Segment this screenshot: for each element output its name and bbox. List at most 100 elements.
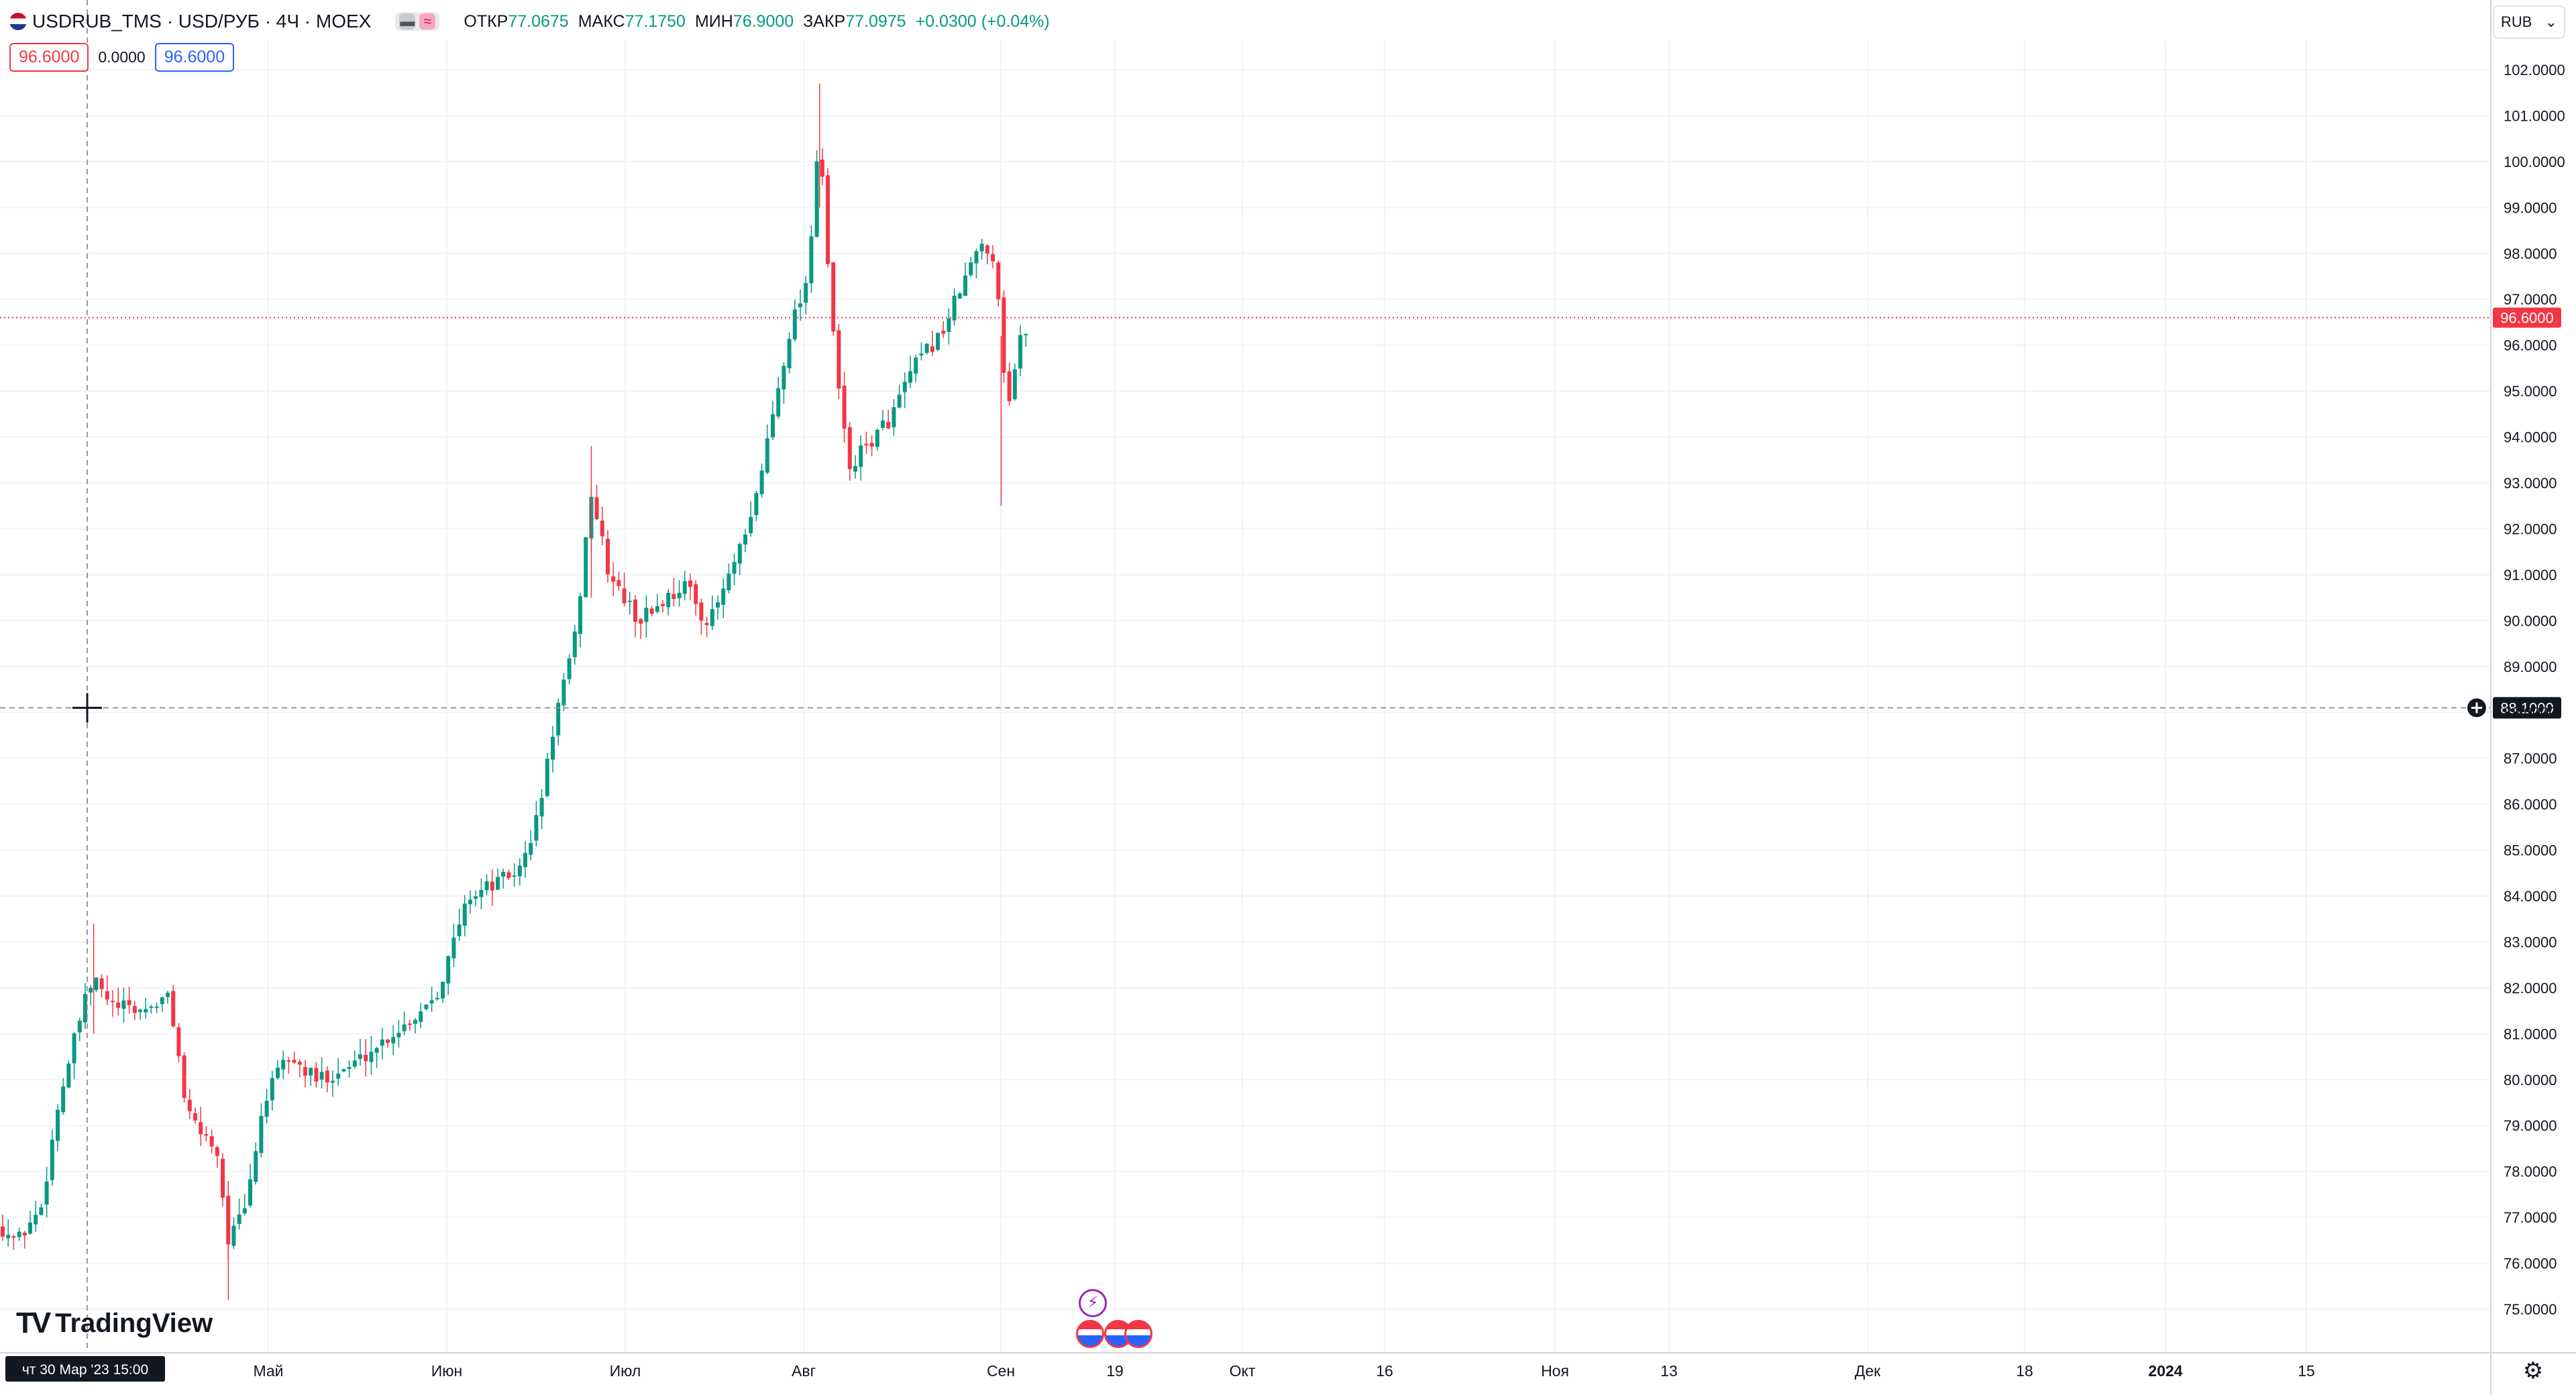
candle-body bbox=[1024, 333, 1028, 335]
price-tick-label: 80.0000 bbox=[2504, 1072, 2557, 1089]
candle-body bbox=[111, 1001, 115, 1003]
candle-body bbox=[144, 1009, 148, 1013]
candle-body bbox=[864, 443, 869, 446]
time-tick-label: 13 bbox=[1660, 1362, 1678, 1380]
eye-icon[interactable]: ▬ bbox=[399, 13, 416, 30]
candle-body bbox=[512, 875, 517, 877]
candle-body bbox=[523, 852, 527, 867]
candle-body bbox=[1002, 297, 1006, 373]
price-tick-label: 75.0000 bbox=[2504, 1301, 2557, 1318]
price-tick-label: 97.0000 bbox=[2504, 291, 2557, 308]
candle-body bbox=[897, 394, 902, 408]
candle-body bbox=[193, 1113, 197, 1121]
candle-body bbox=[578, 596, 582, 634]
candle-body bbox=[419, 1011, 423, 1022]
candle-body bbox=[22, 1232, 27, 1236]
candle-body bbox=[842, 386, 847, 429]
candle-body bbox=[792, 309, 797, 340]
us-event-icon[interactable] bbox=[1124, 1320, 1152, 1348]
candle-body bbox=[204, 1134, 209, 1136]
symbol-title[interactable]: USDRUB_TMS · USD/РУБ · 4Ч · MOEX bbox=[32, 11, 372, 32]
candle-body bbox=[182, 1055, 186, 1099]
symbol-legend: USDRUB_TMS · USD/РУБ · 4Ч · MOEX ▬ ≈ ОТК… bbox=[9, 7, 1059, 36]
candle-body bbox=[325, 1070, 329, 1083]
candle-body bbox=[166, 993, 170, 997]
candle-body bbox=[732, 561, 737, 574]
candle-body bbox=[798, 303, 802, 308]
candle-body bbox=[451, 938, 456, 958]
candle-body bbox=[292, 1060, 297, 1063]
price-tick-label: 90.0000 bbox=[2504, 612, 2557, 629]
candle-body bbox=[776, 388, 781, 416]
candle-body bbox=[699, 602, 704, 621]
candle-body bbox=[254, 1151, 258, 1182]
price-tick-label: 78.0000 bbox=[2504, 1164, 2557, 1180]
candle-body bbox=[1, 1226, 5, 1237]
candle-body bbox=[369, 1052, 374, 1062]
time-tick-label: 2024 bbox=[2148, 1362, 2182, 1380]
candle-body bbox=[985, 245, 989, 254]
candle-body bbox=[303, 1067, 307, 1076]
candle-body bbox=[677, 592, 682, 599]
candle-body bbox=[50, 1139, 54, 1180]
us-ru-flag-icon bbox=[9, 13, 27, 30]
ohlc-value: 77.0675 bbox=[508, 11, 569, 31]
candle-body bbox=[187, 1099, 192, 1111]
indicator-toggle[interactable]: ▬ ≈ bbox=[395, 12, 440, 31]
time-tick-label: Сен bbox=[987, 1362, 1015, 1380]
candle-body bbox=[908, 371, 912, 383]
trade-boxes: 96.6000 0.0000 96.6000 bbox=[9, 43, 235, 72]
candle-body bbox=[77, 1020, 82, 1033]
candle-body bbox=[831, 262, 836, 332]
currency-selector[interactable]: RUB ⌄ bbox=[2493, 5, 2565, 39]
currency-label: RUB bbox=[2501, 13, 2532, 30]
candle-body bbox=[737, 544, 742, 564]
candle-body bbox=[919, 353, 924, 355]
price-tick-label: 89.0000 bbox=[2504, 659, 2557, 675]
candle-body bbox=[105, 991, 109, 1000]
candle-body bbox=[171, 991, 176, 1027]
candle-body bbox=[116, 1002, 121, 1008]
candle-body bbox=[754, 493, 759, 515]
candle-body bbox=[952, 296, 957, 321]
candle-body bbox=[248, 1179, 252, 1206]
price-tick-label: 87.0000 bbox=[2504, 750, 2557, 767]
candle-body bbox=[936, 333, 940, 350]
candle-body bbox=[347, 1066, 352, 1069]
candle-body bbox=[875, 429, 879, 447]
candle-body bbox=[534, 815, 539, 841]
earnings-event-icon[interactable]: ⚡ bbox=[1079, 1289, 1107, 1317]
time-tick-label: Июн bbox=[431, 1362, 462, 1380]
candle-body bbox=[407, 1023, 412, 1025]
candle-body bbox=[787, 339, 792, 369]
candle-body bbox=[242, 1208, 247, 1214]
sell-button[interactable]: 96.6000 bbox=[9, 43, 89, 72]
candle-body bbox=[259, 1115, 264, 1154]
candle-body bbox=[319, 1072, 324, 1080]
candle-body bbox=[930, 346, 934, 352]
candle-body bbox=[666, 592, 671, 608]
crosshair-time-badge bbox=[5, 1356, 165, 1382]
candle-body bbox=[556, 702, 561, 736]
us-event-icon[interactable] bbox=[1076, 1320, 1104, 1348]
buy-button[interactable]: 96.6000 bbox=[154, 43, 235, 72]
wave-icon[interactable]: ≈ bbox=[419, 13, 436, 30]
candle-body bbox=[704, 622, 709, 625]
price-tick-label: 85.0000 bbox=[2504, 842, 2557, 859]
candle-body bbox=[649, 608, 654, 614]
candle-body bbox=[837, 330, 841, 389]
candle-body bbox=[881, 421, 885, 428]
candle-body bbox=[94, 977, 99, 991]
candle-body bbox=[969, 262, 973, 276]
candle-body bbox=[138, 1009, 142, 1013]
candle-body bbox=[765, 438, 769, 473]
candle-body bbox=[474, 896, 478, 899]
tradingview-logo[interactable]: TV TradingView bbox=[16, 1306, 213, 1340]
price-tick-label: 101.0000 bbox=[2504, 107, 2565, 124]
candle-body bbox=[391, 1037, 396, 1044]
candle-body bbox=[826, 175, 830, 264]
candle-body bbox=[231, 1225, 236, 1246]
gear-icon[interactable]: ⚙ bbox=[2522, 1358, 2544, 1384]
candle-body bbox=[331, 1080, 335, 1083]
